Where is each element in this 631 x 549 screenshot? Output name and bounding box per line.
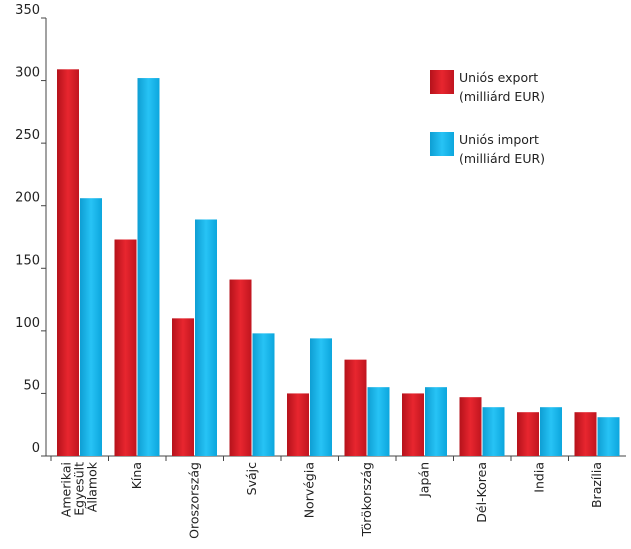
category-label: India	[532, 462, 547, 493]
y-tick-label: 150	[15, 253, 40, 268]
y-tick-label: 100	[15, 316, 40, 331]
category-label: Norvégia	[302, 462, 317, 518]
legend-label: Uniós export	[459, 70, 538, 85]
legend-swatch-import	[430, 132, 454, 156]
legend-label: (milliárd EUR)	[459, 89, 545, 104]
export-bar-9	[574, 412, 597, 456]
import-bar-5	[367, 387, 390, 456]
import-bar-7	[482, 407, 505, 456]
export-bar-5	[344, 359, 367, 456]
category-label: Brazília	[589, 462, 604, 508]
import-bar-2	[195, 219, 217, 456]
category-label: Oroszország	[187, 462, 202, 539]
export-bar-0	[57, 69, 79, 457]
export-bar-4	[287, 393, 309, 456]
category-label: Egyesült	[72, 462, 87, 516]
legend-swatch-export	[430, 70, 454, 94]
y-tick-label: 200	[15, 191, 40, 206]
category-label: Japán	[417, 462, 432, 498]
legend: Uniós export (milliárd EUR) Uniós import (m…	[430, 70, 545, 166]
bars	[57, 69, 620, 457]
x-axis	[46, 455, 626, 461]
y-tick-label: 250	[15, 128, 40, 143]
import-bar-8	[540, 407, 562, 456]
export-bar-3	[229, 279, 252, 456]
category-label: Amerikai	[59, 462, 74, 517]
import-bar-1	[137, 78, 160, 456]
y-axis: 0 50 100 150 200 250 300 350	[15, 3, 47, 457]
import-bar-9	[597, 417, 620, 456]
category-label: Kína	[129, 462, 144, 489]
y-tick-label: 350	[15, 3, 40, 18]
export-bar-6	[402, 393, 424, 456]
y-tick-label: 300	[15, 66, 40, 81]
y-tick-label: 50	[23, 378, 40, 393]
import-bar-6	[425, 387, 447, 456]
legend-label: Uniós import	[459, 132, 539, 147]
legend-label: (milliárd EUR)	[459, 151, 545, 166]
export-bar-7	[459, 397, 482, 456]
import-bar-3	[252, 333, 275, 456]
category-label: Törökország	[359, 462, 374, 537]
category-label: Svájc	[244, 462, 259, 495]
category-label: Dél-Korea	[474, 462, 489, 523]
export-bar-2	[172, 318, 194, 456]
category-label: Államok	[85, 461, 100, 512]
y-tick-label: 0	[32, 441, 40, 456]
export-bar-8	[517, 412, 539, 456]
import-bar-4	[310, 338, 332, 456]
import-bar-0	[80, 198, 102, 456]
export-bar-1	[114, 239, 137, 456]
